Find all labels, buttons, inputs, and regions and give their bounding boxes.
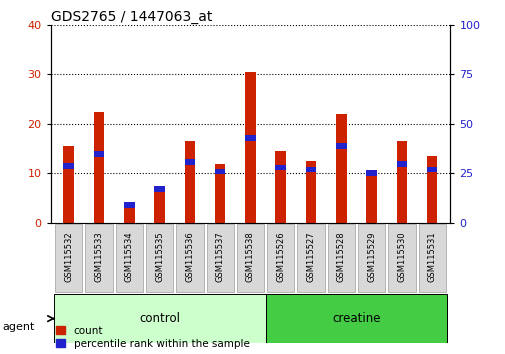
Text: GSM115534: GSM115534 [125, 232, 133, 282]
FancyBboxPatch shape [146, 224, 173, 292]
Bar [335, 143, 346, 149]
FancyBboxPatch shape [55, 224, 82, 292]
FancyBboxPatch shape [327, 224, 354, 292]
Bar [215, 164, 225, 223]
FancyBboxPatch shape [236, 224, 264, 292]
Bar [215, 169, 225, 175]
Bar [63, 146, 74, 223]
Bar [396, 141, 407, 223]
Bar [366, 171, 376, 176]
Bar [124, 206, 134, 223]
Text: GSM115536: GSM115536 [185, 232, 194, 282]
Bar [184, 141, 195, 223]
Bar [335, 114, 346, 223]
Text: GSM115530: GSM115530 [396, 232, 406, 282]
Text: GSM115528: GSM115528 [336, 232, 345, 282]
Text: GSM115526: GSM115526 [276, 232, 285, 282]
Bar [245, 135, 255, 141]
Bar [154, 191, 165, 223]
Text: control: control [139, 312, 180, 325]
Bar [275, 165, 285, 171]
Bar [275, 151, 285, 223]
Text: GSM115527: GSM115527 [306, 232, 315, 282]
FancyBboxPatch shape [418, 224, 445, 292]
Text: GSM115537: GSM115537 [215, 232, 224, 282]
Text: GSM115529: GSM115529 [367, 232, 375, 282]
Text: GSM115531: GSM115531 [427, 232, 436, 282]
FancyBboxPatch shape [265, 294, 446, 343]
FancyBboxPatch shape [206, 224, 233, 292]
Text: creatine: creatine [332, 312, 380, 325]
FancyBboxPatch shape [54, 294, 265, 343]
Text: agent: agent [3, 322, 35, 332]
Bar [305, 161, 316, 223]
Bar [426, 156, 437, 223]
Bar [63, 162, 74, 169]
Bar [93, 151, 104, 156]
Bar [426, 166, 437, 172]
Text: GSM115533: GSM115533 [94, 232, 104, 282]
Bar [396, 161, 407, 166]
Bar [305, 166, 316, 172]
FancyBboxPatch shape [116, 224, 143, 292]
FancyBboxPatch shape [267, 224, 294, 292]
FancyBboxPatch shape [387, 224, 415, 292]
Text: GSM115538: GSM115538 [245, 232, 255, 282]
Text: GSM115532: GSM115532 [64, 232, 73, 282]
FancyBboxPatch shape [176, 224, 203, 292]
Text: GSM115535: GSM115535 [155, 232, 164, 282]
Bar [184, 159, 195, 165]
FancyBboxPatch shape [357, 224, 384, 292]
Legend: count, percentile rank within the sample: count, percentile rank within the sample [56, 326, 249, 349]
Bar [124, 202, 134, 208]
Bar [154, 186, 165, 192]
FancyBboxPatch shape [85, 224, 113, 292]
Text: GDS2765 / 1447063_at: GDS2765 / 1447063_at [50, 10, 212, 24]
Bar [93, 112, 104, 223]
Bar [245, 72, 255, 223]
Bar [366, 173, 376, 223]
FancyBboxPatch shape [297, 224, 324, 292]
